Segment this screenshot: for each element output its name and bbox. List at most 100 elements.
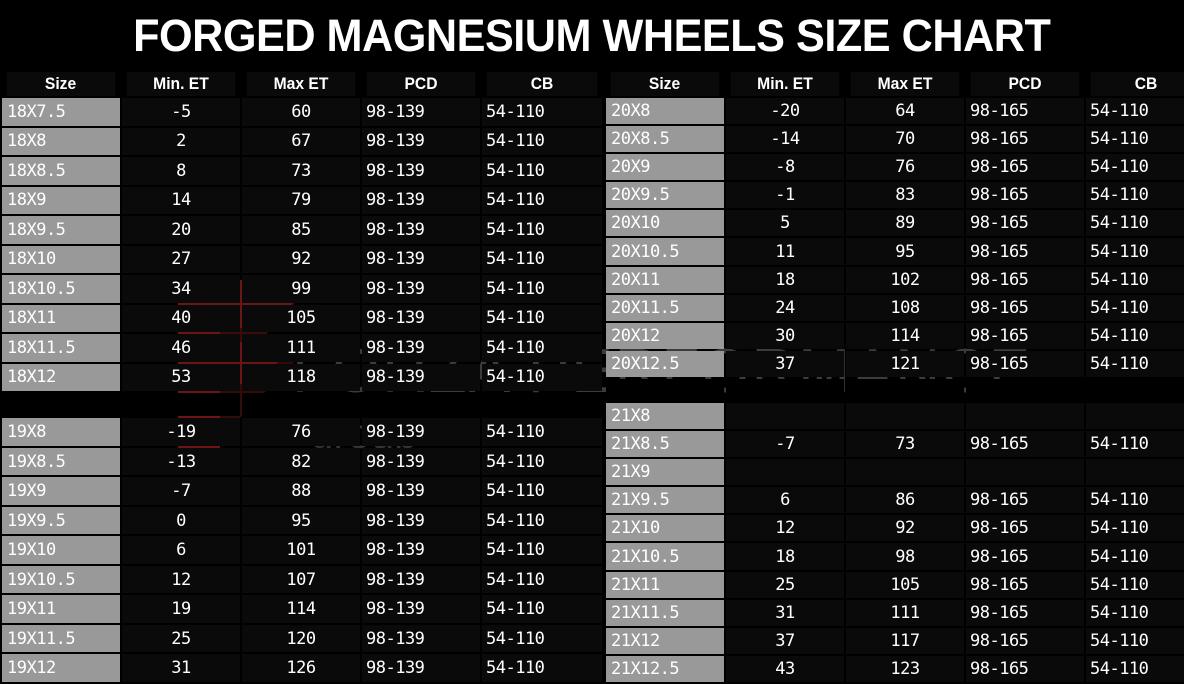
min-et-cell: -5 <box>122 98 240 126</box>
table-row: 20X8.5 -14 70 98-165 54-110 <box>606 126 1184 153</box>
column-header-size: Size <box>6 72 116 96</box>
size-cell: 18X9.5 <box>2 216 120 244</box>
table-row: 18X11 40 105 98-139 54-110 <box>2 304 602 332</box>
cb-cell: 54-110 <box>1086 515 1184 542</box>
cb-cell: 54-110 <box>1086 266 1184 293</box>
min-et-cell: 8 <box>122 157 240 185</box>
min-et-cell <box>726 403 844 430</box>
size-cell: 18X8.5 <box>2 157 120 185</box>
cb-cell: 54-110 <box>1086 182 1184 209</box>
pcd-cell: 98-139 <box>362 186 480 214</box>
max-et-cell: 86 <box>846 487 964 514</box>
pcd-cell: 98-165 <box>966 543 1084 570</box>
table-row: 21X8.5 -7 73 98-165 54-110 <box>606 431 1184 458</box>
min-et-cell: 24 <box>726 294 844 321</box>
table-row: 21X10 12 92 98-165 54-110 <box>606 515 1184 542</box>
cb-cell: 54-110 <box>482 245 602 273</box>
max-et-cell: 67 <box>242 127 360 155</box>
pcd-cell: 98-165 <box>966 515 1084 542</box>
table-row: 20X9.5 -1 83 98-165 54-110 <box>606 182 1184 209</box>
left-size-table: Size Min. ET Max ET PCD CB 18X7.5 -5 60 98-… <box>0 70 604 684</box>
table-header-row: Size Min. ET Max ET PCD CB <box>2 72 602 96</box>
min-et-cell <box>726 459 844 486</box>
min-et-cell: 40 <box>122 304 240 332</box>
min-et-cell: -1 <box>726 182 844 209</box>
cb-cell: 54-110 <box>482 127 602 155</box>
size-cell: 19X11 <box>2 595 120 623</box>
cb-cell: 54-110 <box>1086 571 1184 598</box>
table-row: 21X9.5 6 86 98-165 54-110 <box>606 487 1184 514</box>
size-cell: 21X11 <box>606 571 724 598</box>
pcd-cell: 98-139 <box>362 624 480 653</box>
max-et-cell: 105 <box>846 571 964 598</box>
pcd-cell: 98-165 <box>966 154 1084 181</box>
table-row: 18X8 2 67 98-139 54-110 <box>2 127 602 155</box>
max-et-cell: 120 <box>242 624 360 653</box>
max-et-cell: 114 <box>846 322 964 349</box>
table-row: 19X11 19 114 98-139 54-110 <box>2 595 602 623</box>
max-et-cell: 102 <box>846 266 964 293</box>
min-et-cell: 2 <box>122 127 240 155</box>
min-et-cell: 37 <box>726 350 844 377</box>
size-cell: 21X8.5 <box>606 431 724 458</box>
spacer-cell <box>242 393 360 417</box>
pcd-cell: 98-139 <box>362 157 480 185</box>
cb-cell: 54-110 <box>482 334 602 362</box>
table-spacer-row <box>2 393 602 417</box>
pcd-cell: 98-165 <box>966 431 1084 458</box>
max-et-cell: 76 <box>846 154 964 181</box>
pcd-cell: 98-139 <box>362 595 480 623</box>
pcd-cell: 98-165 <box>966 655 1084 682</box>
cb-cell: 54-110 <box>482 654 602 682</box>
min-et-cell: 6 <box>122 536 240 564</box>
min-et-cell: 12 <box>122 565 240 594</box>
size-cell: 20X9 <box>606 154 724 181</box>
pcd-cell: 98-165 <box>966 98 1084 125</box>
cb-cell <box>1086 403 1184 430</box>
max-et-cell: 82 <box>242 447 360 476</box>
spacer-cell <box>726 378 844 402</box>
cb-cell <box>1086 459 1184 486</box>
max-et-cell: 126 <box>242 654 360 682</box>
table-row: 18X10.5 34 99 98-139 54-110 <box>2 275 602 303</box>
pcd-cell: 98-139 <box>362 245 480 273</box>
column-header-min-et: Min. ET <box>730 72 840 96</box>
cb-cell: 54-110 <box>482 418 602 446</box>
size-cell: 21X9 <box>606 459 724 486</box>
pcd-cell: 98-139 <box>362 216 480 244</box>
table-header-row: Size Min. ET Max ET PCD CB <box>606 72 1184 96</box>
table-row: 19X11.5 25 120 98-139 54-110 <box>2 624 602 653</box>
cb-cell: 54-110 <box>1086 210 1184 237</box>
column-header-pcd: PCD <box>366 72 476 96</box>
size-cell: 20X11 <box>606 266 724 293</box>
table-row: 21X8 <box>606 403 1184 430</box>
table-row: 19X10 6 101 98-139 54-110 <box>2 536 602 564</box>
size-cell: 18X12 <box>2 363 120 391</box>
size-cell: 21X11.5 <box>606 599 724 626</box>
min-et-cell: 43 <box>726 655 844 682</box>
max-et-cell: 95 <box>846 238 964 265</box>
min-et-cell: -7 <box>726 431 844 458</box>
max-et-cell: 111 <box>242 334 360 362</box>
right-size-table: Size Min. ET Max ET PCD CB 20X8 -20 64 98-1… <box>604 70 1184 684</box>
min-et-cell: 18 <box>726 266 844 293</box>
max-et-cell: 107 <box>242 565 360 594</box>
column-header-cb: CB <box>486 72 598 96</box>
size-chart-tables: Size Min. ET Max ET PCD CB 18X7.5 -5 60 98-… <box>0 70 1184 684</box>
pcd-cell: 98-139 <box>362 447 480 476</box>
table-row: 21X11 25 105 98-165 54-110 <box>606 571 1184 598</box>
pcd-cell: 98-165 <box>966 294 1084 321</box>
table-row: 18X11.5 46 111 98-139 54-110 <box>2 334 602 362</box>
max-et-cell: 118 <box>242 363 360 391</box>
table-row: 19X12 31 126 98-139 54-110 <box>2 654 602 682</box>
table-row: 18X10 27 92 98-139 54-110 <box>2 245 602 273</box>
cb-cell: 54-110 <box>1086 599 1184 626</box>
column-header-size: Size <box>610 72 720 96</box>
min-et-cell: 12 <box>726 515 844 542</box>
size-cell: 18X10 <box>2 245 120 273</box>
pcd-cell <box>966 459 1084 486</box>
cb-cell: 54-110 <box>482 565 602 594</box>
table-row: 18X7.5 -5 60 98-139 54-110 <box>2 98 602 126</box>
cb-cell: 54-110 <box>482 157 602 185</box>
max-et-cell: 85 <box>242 216 360 244</box>
